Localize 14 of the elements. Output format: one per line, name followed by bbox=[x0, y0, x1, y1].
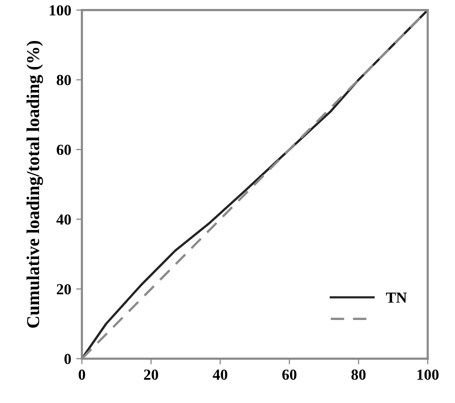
y-tick-label: 20 bbox=[56, 284, 71, 294]
legend-label: TN bbox=[386, 292, 407, 303]
x-tick-label: 0 bbox=[78, 370, 86, 380]
y-tick-label: 80 bbox=[56, 74, 71, 86]
y-tick-label: 0 bbox=[64, 354, 71, 364]
x-tick-label: 40 bbox=[212, 370, 228, 380]
y-tick-label: 40 bbox=[56, 214, 71, 225]
y-axis-title: Cumulative loading/total loading (%) bbox=[26, 40, 44, 328]
x-tick-label: 80 bbox=[351, 370, 366, 380]
x-tick-label: 20 bbox=[144, 370, 158, 380]
y-tick-label: 60 bbox=[56, 144, 71, 155]
y-tick-label: 100 bbox=[50, 5, 71, 16]
x-tick-label: 60 bbox=[282, 370, 296, 380]
x-tick-label: 100 bbox=[417, 370, 439, 380]
